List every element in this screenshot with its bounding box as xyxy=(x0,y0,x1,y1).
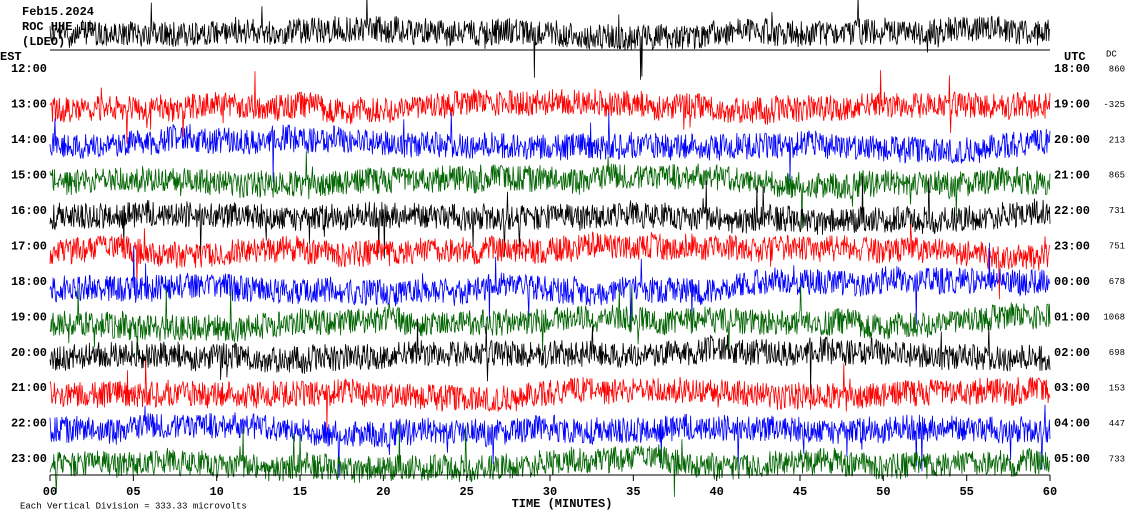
dc-value: 678 xyxy=(1109,277,1125,287)
x-tick-label: 55 xyxy=(959,485,973,499)
utc-label: 19:00 xyxy=(1054,98,1090,112)
utc-label: 00:00 xyxy=(1054,275,1090,289)
trace xyxy=(49,318,1051,395)
utc-label: 21:00 xyxy=(1054,169,1090,183)
footer: Each Vertical Division = 333.33 microvol… xyxy=(20,501,247,511)
est-label: 20:00 xyxy=(11,346,47,360)
x-axis-label: TIME (MINUTES) xyxy=(512,497,613,511)
x-tick-label: 10 xyxy=(209,485,223,499)
utc-label: 02:00 xyxy=(1054,346,1090,360)
x-tick-label: 00 xyxy=(43,485,57,499)
est-label: 19:00 xyxy=(11,310,47,324)
x-tick-label: 50 xyxy=(876,485,890,499)
x-tick-label: 35 xyxy=(626,485,640,499)
date: Feb15.2024 xyxy=(22,5,94,19)
trace xyxy=(49,360,1051,430)
dc-value: 733 xyxy=(1109,454,1125,464)
dc-label: DC xyxy=(1106,49,1117,59)
trace xyxy=(49,112,1051,183)
dc-value: 751 xyxy=(1109,242,1125,252)
dc-value: 213 xyxy=(1109,135,1125,145)
x-tick-label: 45 xyxy=(793,485,807,499)
dc-value: 860 xyxy=(1109,64,1125,74)
est-label: 12:00 xyxy=(11,62,47,76)
x-tick-label: 15 xyxy=(293,485,307,499)
est-label: 13:00 xyxy=(11,98,47,112)
dc-value: -325 xyxy=(1103,100,1125,110)
trace xyxy=(49,0,1051,80)
trace xyxy=(49,151,1051,230)
trace xyxy=(49,283,1051,360)
trace xyxy=(49,175,1051,259)
utc-label: 18:00 xyxy=(1054,62,1090,76)
utc-label: 20:00 xyxy=(1054,133,1090,147)
est-label: 18:00 xyxy=(11,275,47,289)
utc-label: 22:00 xyxy=(1054,204,1090,218)
x-tick-label: 20 xyxy=(376,485,390,499)
est-label: 22:00 xyxy=(11,417,47,431)
x-tick-label: 25 xyxy=(459,485,473,499)
trace xyxy=(49,423,1051,497)
utc-label: 23:00 xyxy=(1054,239,1090,253)
x-tick-label: 60 xyxy=(1043,485,1057,499)
traces xyxy=(49,0,1051,497)
utc-label: 04:00 xyxy=(1054,417,1090,431)
x-tick-label: 40 xyxy=(709,485,723,499)
dc-value: 698 xyxy=(1109,348,1125,358)
est-label: 14:00 xyxy=(11,133,47,147)
est-label: 17:00 xyxy=(11,239,47,253)
dc-value: 1068 xyxy=(1103,313,1125,323)
est-label: 16:00 xyxy=(11,204,47,218)
dc-value: 447 xyxy=(1109,419,1125,429)
trace xyxy=(49,224,1051,300)
x-tick-label: 30 xyxy=(543,485,557,499)
dc-value: 731 xyxy=(1109,206,1125,216)
utc-label: 05:00 xyxy=(1054,452,1090,466)
station: ROC HHE LD xyxy=(22,20,94,34)
est-label: 15:00 xyxy=(11,169,47,183)
right-axis-label: UTC xyxy=(1064,50,1086,64)
network: (LDEO) xyxy=(22,35,65,49)
left-axis-label: EST xyxy=(0,50,22,64)
utc-label: 01:00 xyxy=(1054,310,1090,324)
trace xyxy=(49,404,1051,478)
x-tick-label: 05 xyxy=(126,485,140,499)
est-label: 23:00 xyxy=(11,452,47,466)
trace xyxy=(49,242,1051,330)
dc-value: 153 xyxy=(1109,383,1125,393)
trace xyxy=(49,70,1051,144)
dc-value: 865 xyxy=(1109,171,1125,181)
est-label: 21:00 xyxy=(11,381,47,395)
utc-label: 03:00 xyxy=(1054,381,1090,395)
